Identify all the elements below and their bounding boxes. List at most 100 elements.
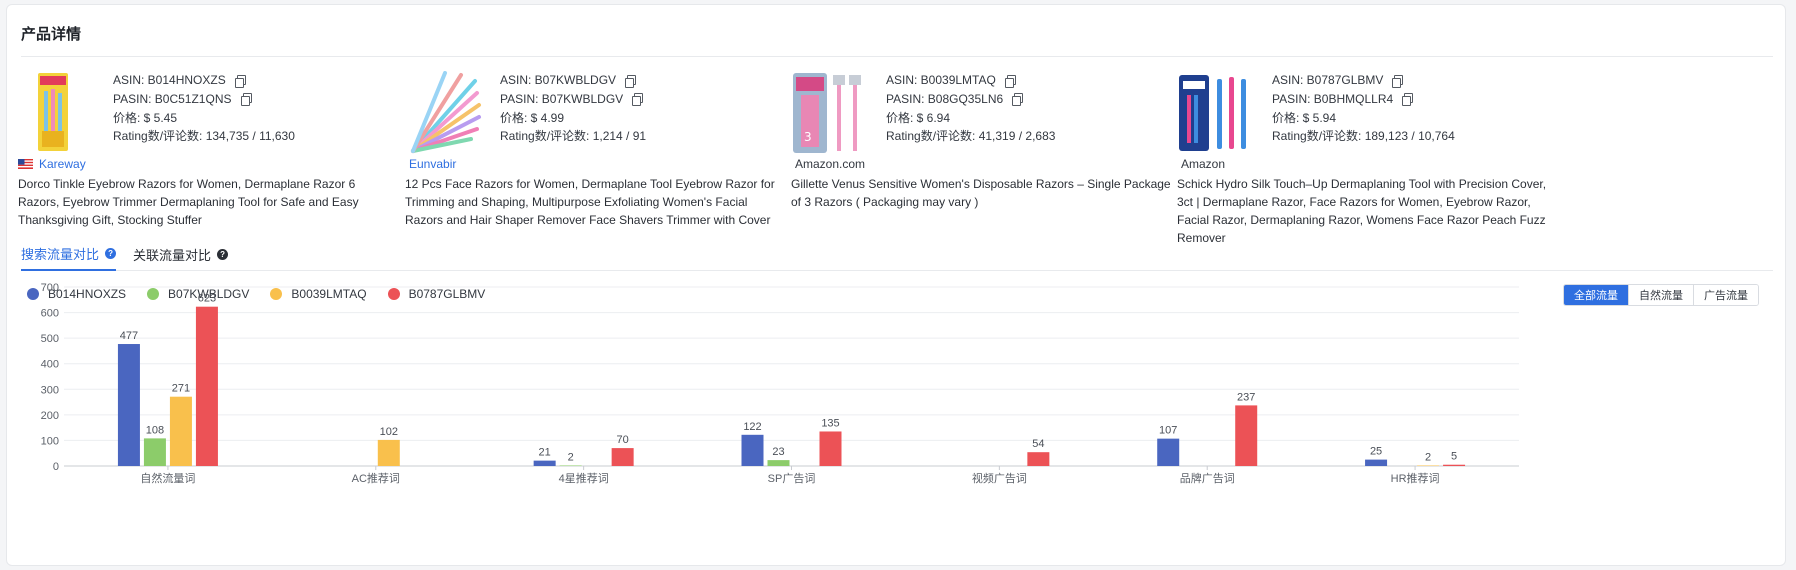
copy-icon[interactable] (1402, 93, 1414, 107)
bar[interactable] (195, 306, 218, 466)
pasin-row: PASIN: B07KWBLDGV (500, 90, 830, 109)
x-tick-label: 自然流量词 (140, 471, 195, 485)
y-tick-label: 500 (41, 333, 59, 345)
brand-label: Amazon.com (795, 157, 866, 171)
product-card: ASIN: B07KWBLDGV PASIN: B07KWBLDGV 价格: $… (405, 71, 835, 231)
brand-name[interactable]: Kareway (18, 157, 86, 171)
brand-label: Eunvabir (409, 157, 457, 171)
brand-name[interactable]: Eunvabir (409, 157, 456, 171)
tab-search-traffic[interactable]: 搜索流量对比 ? (21, 237, 117, 271)
bar[interactable] (377, 439, 400, 466)
copy-icon[interactable] (1004, 74, 1016, 88)
product-image[interactable] (405, 71, 483, 155)
legend-label: B07KWBLDGV (168, 287, 250, 301)
toggle-organic-traffic[interactable]: 自然流量 (1628, 285, 1693, 305)
legend-item[interactable]: B07KWBLDGV (147, 287, 249, 301)
product-info: ASIN: B0787GLBMV PASIN: B0BHMQLLR4 价格: $… (1272, 71, 1602, 145)
rating-text: Rating数/评论数: 134,735 / 11,630 (113, 129, 295, 144)
bar[interactable] (169, 396, 192, 466)
y-tick-label: 100 (41, 435, 59, 447)
bar[interactable] (741, 434, 764, 466)
bar[interactable] (767, 460, 790, 466)
y-tick-label: 400 (41, 359, 59, 371)
x-tick-label: HR推荐词 (1391, 471, 1440, 485)
product-info: ASIN: B014HNOXZS PASIN: B0C51Z1QNS 价格: $… (113, 71, 443, 145)
bar-value-label: 2 (1425, 451, 1431, 463)
legend-swatch (270, 288, 283, 300)
legend-item[interactable]: B014HNOXZS (27, 287, 126, 301)
bar-value-label: 122 (743, 421, 761, 433)
x-tick-label: SP广告词 (768, 472, 816, 485)
product-info: ASIN: B0039LMTAQ PASIN: B08GQ35LN6 价格: $… (886, 71, 1216, 145)
price-text: 价格: $ 6.94 (886, 110, 951, 125)
pasin-row: PASIN: B0C51Z1QNS (113, 90, 443, 109)
bar[interactable] (1027, 452, 1050, 466)
y-tick-label: 600 (41, 308, 59, 320)
copy-icon[interactable] (240, 93, 252, 107)
legend-label: B0039LMTAQ (291, 287, 367, 301)
product-image[interactable]: 3 (791, 71, 869, 155)
y-tick-label: 0 (53, 461, 59, 473)
bar[interactable] (533, 460, 556, 466)
rating-text: Rating数/评论数: 41,319 / 2,683 (886, 129, 1056, 144)
brand-label: Amazon (1181, 157, 1226, 171)
price-text: 价格: $ 5.94 (1272, 110, 1337, 125)
bar[interactable] (143, 438, 166, 466)
legend-item[interactable]: B0039LMTAQ (270, 287, 367, 301)
copy-icon[interactable] (632, 93, 644, 107)
asin-row: ASIN: B014HNOXZS (113, 71, 443, 90)
bar-value-label: 108 (146, 424, 164, 436)
bar[interactable] (1443, 464, 1466, 466)
product-image[interactable] (1177, 71, 1255, 155)
asin-text: ASIN: B014HNOXZS (113, 73, 226, 88)
pasin-text: PASIN: B0BHMQLLR4 (1272, 91, 1394, 106)
title-divider (21, 56, 1773, 57)
asin-text: ASIN: B07KWBLDGV (500, 73, 617, 88)
bar[interactable] (559, 465, 582, 466)
bar-value-label: 623 (198, 293, 216, 305)
toggle-all-traffic[interactable]: 全部流量 (1564, 285, 1628, 305)
help-icon[interactable]: ? (217, 248, 229, 260)
bar-value-label: 5 (1451, 451, 1457, 463)
asin-row: ASIN: B0787GLBMV (1272, 71, 1602, 90)
bar-value-label: 54 (1032, 438, 1044, 450)
copy-icon[interactable] (234, 74, 246, 88)
traffic-tabs: 搜索流量对比 ? 关联流量对比 ? (21, 237, 1773, 271)
help-icon[interactable]: ? (105, 247, 117, 259)
brand-name: Amazon (1181, 157, 1225, 171)
product-image[interactable] (18, 71, 96, 155)
legend-item[interactable]: B0787GLBMV (387, 287, 485, 301)
tab-related-traffic-label: 关联流量对比 (133, 247, 212, 263)
bar[interactable] (819, 431, 842, 466)
product-title[interactable]: Dorco Tinkle Eyebrow Razors for Women, D… (18, 177, 359, 227)
bar-value-label: 102 (380, 426, 398, 438)
product-card: ASIN: B0787GLBMV PASIN: B0BHMQLLR4 价格: $… (1177, 71, 1607, 245)
product-title[interactable]: 12 Pcs Face Razors for Women, Dermaplane… (405, 177, 775, 227)
y-tick-label: 300 (41, 384, 59, 396)
bar-value-label: 477 (120, 330, 138, 342)
asin-text: ASIN: B0039LMTAQ (886, 73, 996, 88)
toggle-ad-traffic[interactable]: 广告流量 (1693, 285, 1758, 305)
product-title[interactable]: Gillette Venus Sensitive Women's Disposa… (791, 177, 1171, 209)
bar[interactable] (1365, 459, 1388, 466)
bar[interactable] (117, 344, 140, 466)
product-title[interactable]: Schick Hydro Silk Touch–Up Dermaplaning … (1177, 177, 1547, 245)
bar[interactable] (1417, 465, 1440, 466)
legend-swatch (27, 288, 39, 300)
traffic-bar-chart: 0 100 200 300 400 500 600 700 477 108 271 623 自然流量词 1… (41, 282, 1519, 485)
copy-icon[interactable] (1392, 74, 1404, 88)
bar[interactable] (1235, 405, 1258, 466)
copy-icon[interactable] (625, 74, 637, 88)
rating-text: Rating数/评论数: 189,123 / 10,764 (1272, 129, 1455, 144)
asin-row: ASIN: B07KWBLDGV (500, 71, 830, 90)
bar-value-label: 271 (172, 383, 190, 395)
rating-text: Rating数/评论数: 1,214 / 91 (500, 129, 647, 144)
bar[interactable] (1157, 438, 1180, 466)
bar[interactable] (611, 448, 634, 466)
product-card: ASIN: B014HNOXZS PASIN: B0C51Z1QNS 价格: $… (18, 71, 448, 231)
bar-value-label: 25 (1370, 446, 1382, 458)
price-text: 价格: $ 5.45 (113, 110, 178, 125)
tab-related-traffic[interactable]: 关联流量对比 ? (133, 237, 229, 271)
product-info: ASIN: B07KWBLDGV PASIN: B07KWBLDGV 价格: $… (500, 71, 830, 145)
copy-icon[interactable] (1012, 93, 1024, 107)
